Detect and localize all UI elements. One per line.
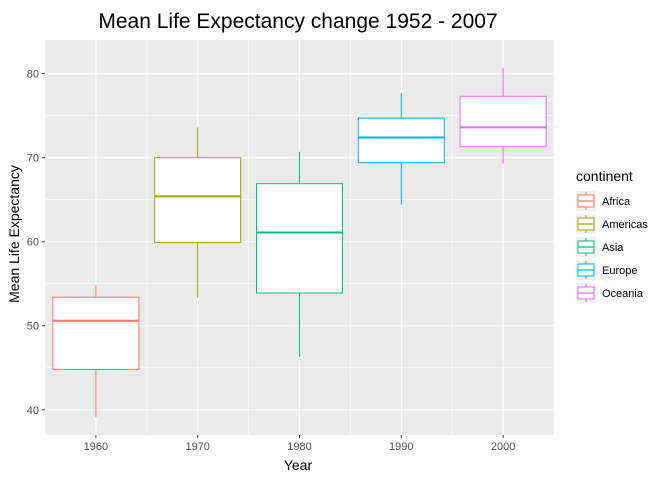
box-europe (357, 92, 445, 205)
x-tick-label: 1980 (287, 441, 311, 453)
box-asia (256, 151, 343, 357)
legend-item-europe: Europe (576, 260, 637, 280)
legend-label: Oceania (602, 288, 644, 300)
x-tick-label: 2000 (491, 441, 515, 453)
chart-title: Mean Life Expectancy change 1952 - 2007 (98, 10, 497, 33)
x-tick-label: 1960 (84, 441, 108, 453)
y-tick-label: 40 (27, 405, 39, 417)
y-tick-label: 60 (27, 237, 39, 249)
box-iqr (357, 117, 445, 164)
boxes (52, 67, 547, 418)
legend-item-americas: Americas (576, 214, 648, 234)
legend-item-oceania: Oceania (576, 283, 644, 303)
legend-title: continent (576, 168, 633, 184)
box-iqr (154, 157, 242, 244)
box-iqr (52, 296, 140, 370)
x-tick-label: 1990 (389, 441, 413, 453)
box-oceania (459, 67, 547, 164)
y-axis-title: Mean Life Expectancy (6, 165, 22, 303)
legend-item-asia: Asia (576, 237, 624, 257)
box-iqr (256, 183, 343, 294)
legend-label: Europe (602, 265, 637, 277)
y-tick-label: 80 (27, 69, 39, 81)
y-tick-label: 70 (27, 153, 39, 165)
box-iqr (459, 95, 547, 148)
y-axis: 40 50 60 70 80 (27, 69, 45, 417)
legend: continent Africa Americas Asia Europe Oceani… (576, 168, 648, 303)
box-americas (154, 127, 242, 299)
y-tick-label: 50 (27, 321, 39, 333)
x-axis: 1960 1970 1980 1990 2000 (84, 435, 515, 453)
x-tick-label: 1970 (185, 441, 209, 453)
legend-label: Asia (602, 242, 624, 254)
legend-label: Africa (602, 196, 631, 208)
legend-label: Americas (602, 219, 648, 231)
box-africa (52, 285, 140, 418)
x-axis-title: Year (284, 457, 313, 473)
legend-item-africa: Africa (576, 191, 631, 211)
